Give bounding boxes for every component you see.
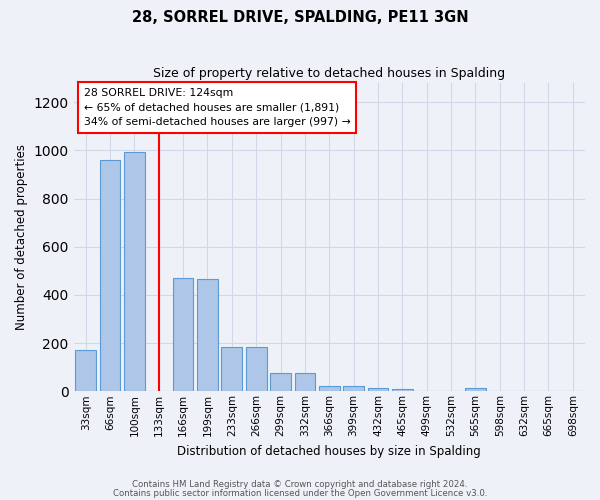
Text: Contains HM Land Registry data © Crown copyright and database right 2024.: Contains HM Land Registry data © Crown c…: [132, 480, 468, 489]
Bar: [270, 373, 291, 392]
Bar: [343, 386, 364, 392]
Bar: [221, 346, 242, 392]
Y-axis label: Number of detached properties: Number of detached properties: [15, 144, 28, 330]
Bar: [100, 160, 121, 392]
X-axis label: Distribution of detached houses by size in Spalding: Distribution of detached houses by size …: [178, 444, 481, 458]
Bar: [246, 346, 266, 392]
Title: Size of property relative to detached houses in Spalding: Size of property relative to detached ho…: [153, 68, 505, 80]
Bar: [392, 389, 413, 392]
Bar: [368, 388, 388, 392]
Bar: [124, 152, 145, 392]
Bar: [173, 278, 193, 392]
Text: Contains public sector information licensed under the Open Government Licence v3: Contains public sector information licen…: [113, 489, 487, 498]
Text: 28, SORREL DRIVE, SPALDING, PE11 3GN: 28, SORREL DRIVE, SPALDING, PE11 3GN: [131, 10, 469, 25]
Text: 28 SORREL DRIVE: 124sqm
← 65% of detached houses are smaller (1,891)
34% of semi: 28 SORREL DRIVE: 124sqm ← 65% of detache…: [84, 88, 350, 128]
Bar: [197, 280, 218, 392]
Bar: [76, 350, 96, 392]
Bar: [465, 388, 486, 392]
Bar: [319, 386, 340, 392]
Bar: [295, 373, 315, 392]
